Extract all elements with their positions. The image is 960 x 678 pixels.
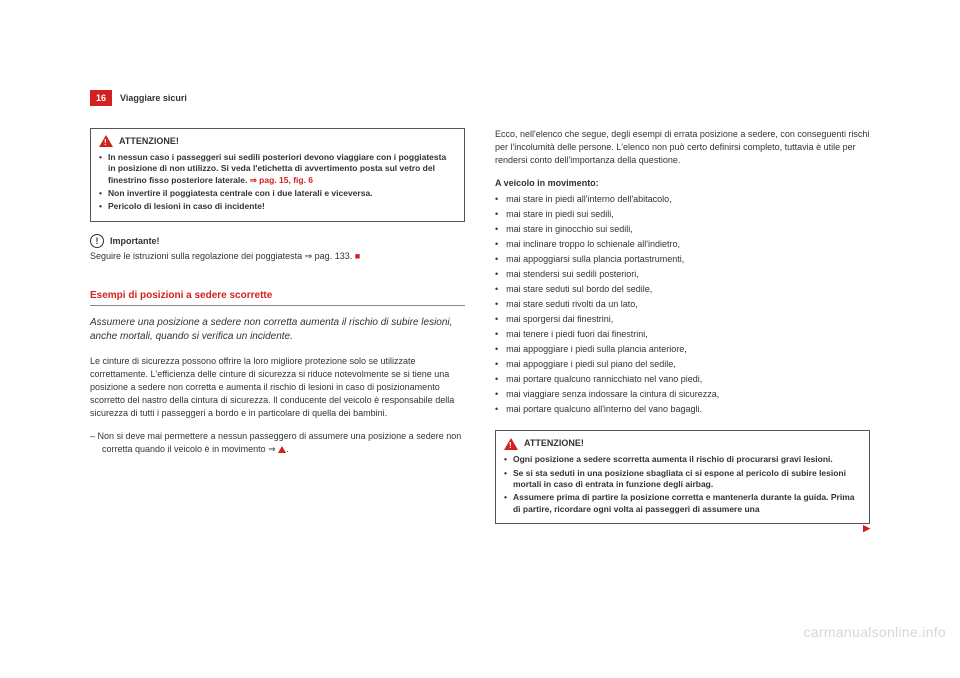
list-item: •mai sporgersi dai finestrini, bbox=[495, 313, 870, 326]
list-item: •mai stare in piedi sui sedili, bbox=[495, 208, 870, 221]
bullet-icon: • bbox=[495, 223, 498, 236]
list-item: •mai tenere i piedi fuori dai finestrini… bbox=[495, 328, 870, 341]
bullet-icon: • bbox=[495, 298, 498, 311]
info-icon: ! bbox=[90, 234, 104, 248]
bullet-icon: • bbox=[495, 253, 498, 266]
list-heading: A veicolo in movimento: bbox=[495, 177, 870, 190]
bullet-icon: • bbox=[495, 388, 498, 401]
list-item: •mai appoggiare i piedi sulla plancia an… bbox=[495, 343, 870, 356]
bullet-icon: • bbox=[504, 454, 507, 465]
list-item: •mai inclinare troppo lo schienale all'i… bbox=[495, 238, 870, 251]
warning-mini-icon bbox=[278, 446, 286, 453]
warning-triangle-icon bbox=[504, 438, 518, 450]
section-title: Esempi di posizioni a sedere scorrette bbox=[90, 289, 465, 303]
warning-box-bottom: ATTENZIONE! • Ogni posizione a sedere sc… bbox=[495, 430, 870, 524]
list-item: •mai viaggiare senza indossare la cintur… bbox=[495, 388, 870, 401]
bullet-icon: • bbox=[99, 188, 102, 199]
right-column: Ecco, nell'elenco che segue, degli esemp… bbox=[495, 128, 870, 535]
page-header: 16 Viaggiare sicuri bbox=[90, 90, 870, 106]
warning-text: Assumere prima di partire la posizione c… bbox=[513, 492, 861, 515]
list-item: •mai stare in ginocchio sui sedili, bbox=[495, 223, 870, 236]
continuation-arrow-icon: ▶ bbox=[863, 522, 870, 535]
list-item: •mai portare qualcuno rannicchiato nel v… bbox=[495, 373, 870, 386]
warning-title: ATTENZIONE! bbox=[119, 135, 179, 148]
warning-box-top: ATTENZIONE! • In nessun caso i passegger… bbox=[90, 128, 465, 222]
bullet-icon: • bbox=[495, 268, 498, 281]
warning-item: • Ogni posizione a sedere scorretta aume… bbox=[504, 454, 861, 465]
left-column: ATTENZIONE! • In nessun caso i passegger… bbox=[90, 128, 465, 535]
warning-title: ATTENZIONE! bbox=[524, 437, 584, 450]
warning-text: Non invertire il poggiatesta centrale co… bbox=[108, 188, 373, 199]
header-title: Viaggiare sicuri bbox=[120, 93, 187, 103]
warning-header: ATTENZIONE! bbox=[504, 437, 861, 450]
bullet-icon: • bbox=[495, 238, 498, 251]
warning-item: • Pericolo di lesioni in caso di inciden… bbox=[99, 201, 456, 212]
end-square-icon: ■ bbox=[355, 251, 360, 261]
warning-item: • Non invertire il poggiatesta centrale … bbox=[99, 188, 456, 199]
page: 16 Viaggiare sicuri ATTENZIONE! • In nes… bbox=[0, 0, 960, 575]
intro-paragraph: Ecco, nell'elenco che segue, degli esemp… bbox=[495, 128, 870, 167]
bullet-icon: • bbox=[99, 201, 102, 212]
warning-item: • Se si sta seduti in una posizione sbag… bbox=[504, 468, 861, 491]
bullet-icon: • bbox=[495, 193, 498, 206]
bullet-icon: • bbox=[495, 313, 498, 326]
warning-triangle-icon bbox=[99, 135, 113, 147]
period: . bbox=[286, 444, 289, 454]
bullet-icon: • bbox=[495, 283, 498, 296]
page-number: 16 bbox=[90, 90, 112, 106]
list-item: •mai stare seduti sul bordo del sedile, bbox=[495, 283, 870, 296]
warning-text: In nessun caso i passeggeri sui sedili p… bbox=[108, 152, 456, 186]
bullet-icon: • bbox=[495, 373, 498, 386]
warning-item: • Assumere prima di partire la posizione… bbox=[504, 492, 861, 515]
warning-text: Se si sta seduti in una posizione sbagli… bbox=[513, 468, 861, 491]
info-header: ! Importante! bbox=[90, 234, 465, 248]
list-item: •mai stare seduti rivolti da un lato, bbox=[495, 298, 870, 311]
info-title: Importante! bbox=[110, 235, 160, 248]
bullet-icon: • bbox=[495, 343, 498, 356]
info-text: Seguire le istruzioni sulla regolazione … bbox=[90, 250, 465, 263]
content-columns: ATTENZIONE! • In nessun caso i passegger… bbox=[90, 128, 870, 535]
list-item: •mai appoggiare i piedi sul piano del se… bbox=[495, 358, 870, 371]
bullet-icon: • bbox=[495, 208, 498, 221]
watermark: carmanualsonline.info bbox=[804, 624, 947, 640]
list-item: •mai portare qualcuno all'interno del va… bbox=[495, 403, 870, 416]
page-reference: ⇒ pag. 15, fig. 6 bbox=[250, 175, 313, 185]
bullet-icon: • bbox=[504, 468, 507, 491]
body-paragraph: Le cinture di sicurezza possono offrire … bbox=[90, 355, 465, 420]
lead-paragraph: Assumere una posizione a sedere non corr… bbox=[90, 316, 465, 345]
warning-header: ATTENZIONE! bbox=[99, 135, 456, 148]
list-item: •mai appoggiarsi sulla plancia portastru… bbox=[495, 253, 870, 266]
bullet-icon: • bbox=[504, 492, 507, 515]
bullet-icon: • bbox=[495, 403, 498, 416]
dash-list-item: – Non si deve mai permettere a nessun pa… bbox=[90, 430, 465, 456]
warning-item: • In nessun caso i passeggeri sui sedili… bbox=[99, 152, 456, 186]
bullet-icon: • bbox=[495, 358, 498, 371]
warning-text: Ogni posizione a sedere scorretta aument… bbox=[513, 454, 833, 465]
section-rule bbox=[90, 305, 465, 306]
bullet-icon: • bbox=[495, 328, 498, 341]
list-item: •mai stendersi sui sedili posteriori, bbox=[495, 268, 870, 281]
warning-text: Pericolo di lesioni in caso di incidente… bbox=[108, 201, 265, 212]
list-item: •mai stare in piedi all'interno dell'abi… bbox=[495, 193, 870, 206]
bullet-icon: • bbox=[99, 152, 102, 186]
